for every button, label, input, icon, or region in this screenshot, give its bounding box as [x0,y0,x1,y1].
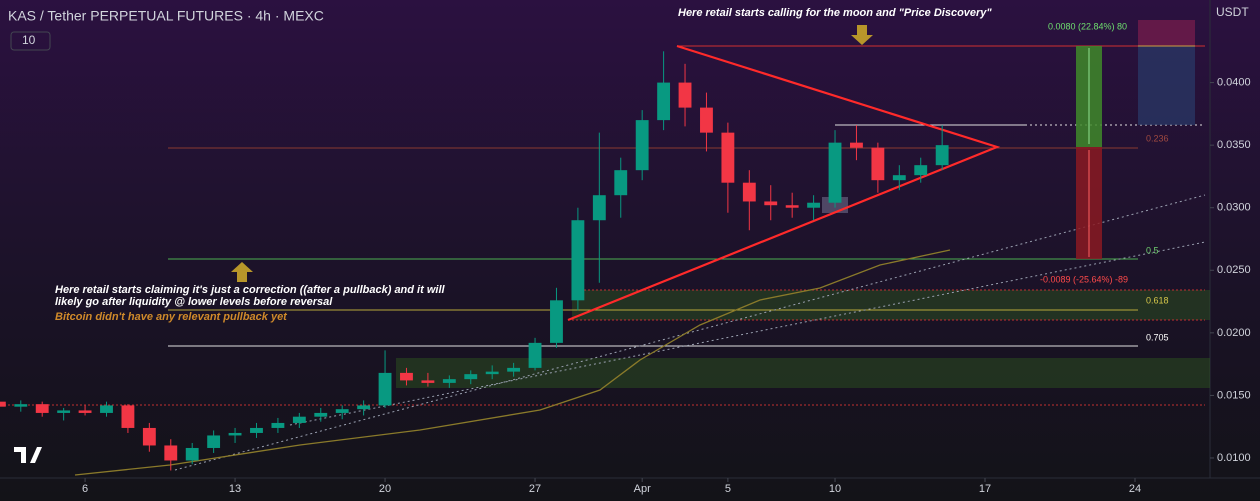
candle-body [635,120,649,171]
y-tick-label: 0.0350 [1217,139,1251,151]
y-tick-label: 0.0300 [1217,202,1251,214]
position-target [1138,20,1195,46]
logo [14,447,42,463]
candle-body [207,435,221,448]
chart-title: KAS / Tether PERPETUAL FUTURES · 4h · ME… [8,8,324,24]
y-tick-label: 0.0150 [1217,389,1251,401]
annotation: Here retail starts calling for the moon … [678,7,992,19]
indicator-box[interactable] [10,31,51,51]
candle-body [657,82,671,121]
candle-body [271,422,285,428]
candle-body [250,427,263,433]
candle-body [871,147,885,181]
x-tick-label: 6 [82,483,88,495]
candle-body [614,170,628,196]
candle-body [100,405,113,413]
drawings [0,20,1210,476]
candle-body [35,404,49,413]
fib-label: 0.236 [1146,133,1169,143]
fib-label: 0.618 [1146,295,1169,305]
candle-body [14,404,28,407]
candle-body [335,409,349,413]
moving-average [74,249,951,476]
demand-zone [396,358,1210,388]
candle-body [400,372,413,381]
candle-body [764,201,778,206]
candle-body [700,107,713,133]
x-tick-label: 27 [529,483,541,495]
candle-body [828,142,842,203]
candle-body [914,165,928,176]
y-tick-label: 0.0400 [1217,76,1251,88]
candle-body [357,405,371,410]
candle-body [935,145,949,166]
annotation: Bitcoin didn't have any relevant pullbac… [55,311,288,323]
candle-body [721,132,735,183]
arrow-up [231,262,253,282]
candle-body [228,432,242,436]
x-tick-label: 24 [1129,483,1141,495]
indicator-label[interactable]: 10 [22,33,36,47]
candle-body [142,427,156,446]
candle-body [314,412,328,417]
candle-body [0,401,6,407]
candle-body [464,374,478,380]
x-tick-label: 5 [725,483,731,495]
candle-body [507,367,521,372]
candle-body [807,202,821,208]
candle-body [292,416,306,423]
candle-body [892,175,906,181]
position-stop [1138,46,1195,125]
candle-body [678,82,692,108]
candle-body [528,342,542,368]
measure-label: 0.0080 (22.84%) 80 [1048,21,1127,31]
candle-body [421,380,435,383]
annotation: Here retail starts claiming it's just a … [55,284,445,296]
y-tick-label: 0.0200 [1217,327,1251,339]
candle-body [378,372,392,406]
candle-body [850,142,863,148]
x-tick-label: 17 [979,483,991,495]
candle-body [485,371,499,375]
y-tick-label: 0.0250 [1217,264,1251,276]
candle-body [571,220,585,301]
x-tick-label: 10 [829,483,841,495]
currency-label[interactable]: USDT [1216,5,1249,19]
candle-body [785,205,799,208]
candles [0,51,949,471]
candle-body [121,405,135,428]
candle-body [550,300,563,343]
candle-body [78,410,92,413]
measure-label: -0.0089 (-25.64%) -89 [1040,274,1128,284]
fib-label: 0.5 [1146,245,1159,255]
x-tick-label: 20 [379,483,391,495]
y-tick-label: 0.0100 [1217,452,1251,464]
annotation: likely go after liquidity @ lower levels… [55,296,333,308]
trend-line [289,241,1206,426]
x-tick-label: Apr [634,483,651,495]
candle-body [442,379,456,383]
candle-body [742,182,756,202]
candle-body [57,410,71,413]
fib-label: 0.705 [1146,332,1169,342]
arrow-down [851,25,873,45]
x-tick-label: 13 [229,483,241,495]
candle-body [592,195,606,221]
demand-zone [572,290,1210,320]
triangle [567,44,1001,322]
candle-body [164,445,178,461]
candle-body [185,447,199,461]
